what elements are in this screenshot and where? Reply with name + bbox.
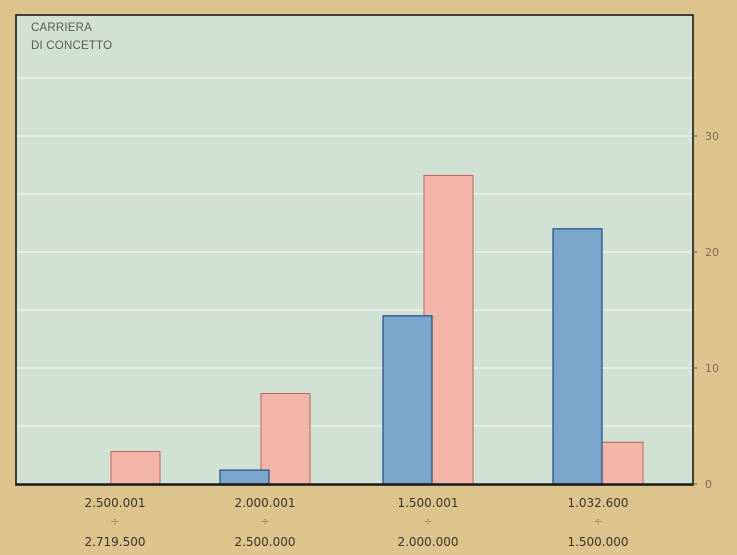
chart-title-line-2: DI CONCETTO [31, 40, 112, 52]
x-label-top: 2.500.001 [84, 496, 145, 510]
x-axis-labels: 2.500.001 ÷ 2.719.500 2.000.001 ÷ 2.500.000 1.… [84, 496, 628, 549]
bar-blue [382, 315, 433, 485]
x-label-separator: ÷ [110, 515, 119, 528]
x-label-bottom: 2.000.000 [397, 535, 458, 549]
y-tick-label: 0 [705, 478, 712, 491]
bar-blue [552, 228, 603, 485]
bar-blue [219, 469, 270, 485]
y-tick-label: 30 [705, 130, 719, 143]
x-label-top: 2.000.001 [234, 496, 295, 510]
y-tick-label: 20 [705, 246, 719, 259]
grid [16, 77, 693, 427]
y-axis: 0 10 20 30 [693, 130, 719, 491]
x-label-separator: ÷ [423, 515, 432, 528]
bar-pink [110, 451, 161, 485]
x-label-separator: ÷ [260, 515, 269, 528]
x-label-bottom: 1.500.000 [567, 535, 628, 549]
x-label-top: 1.500.001 [397, 496, 458, 510]
chart-title-line-1: CARRIERA [31, 22, 92, 34]
bar-pink [260, 393, 311, 485]
x-label-bottom: 2.719.500 [84, 535, 145, 549]
y-tick-label: 10 [705, 362, 719, 375]
x-label-top: 1.032.600 [567, 496, 628, 510]
plot-frame [15, 14, 694, 486]
x-label-separator: ÷ [593, 515, 602, 528]
x-label-bottom: 2.500.000 [234, 535, 295, 549]
